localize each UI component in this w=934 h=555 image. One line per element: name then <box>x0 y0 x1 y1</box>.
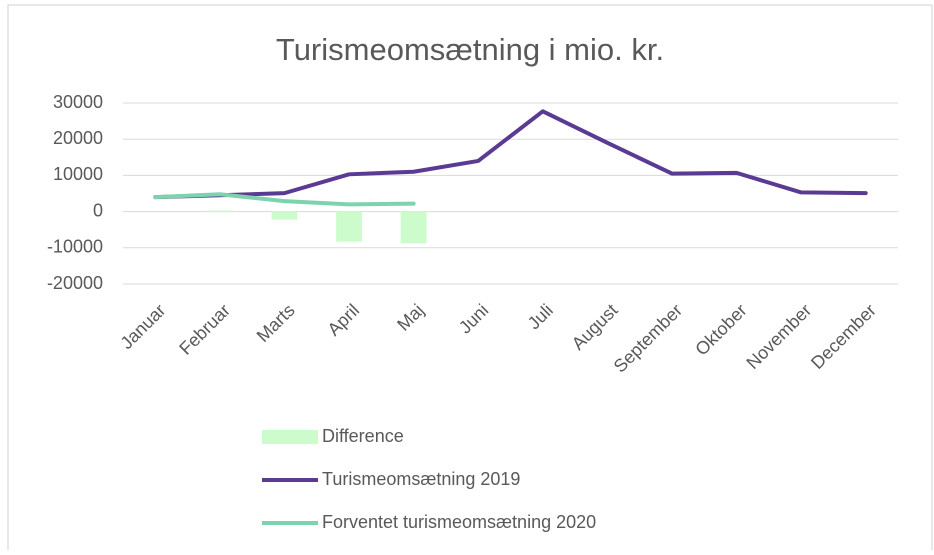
y-tick-label: -10000 <box>47 237 103 257</box>
y-tick-label: 20000 <box>53 128 103 148</box>
line <box>153 109 868 200</box>
legend-swatch <box>262 430 318 444</box>
legend-label: Turismeomsætning 2019 <box>322 469 520 489</box>
chart-title: Turismeomsætning i mio. kr. <box>276 32 664 67</box>
bar <box>336 211 362 242</box>
y-tick-label: 0 <box>93 200 103 220</box>
legend-label: Forventet turismeomsætning 2020 <box>322 512 596 532</box>
legend-label: Difference <box>322 426 404 446</box>
line <box>153 192 416 207</box>
bar <box>206 210 233 212</box>
y-tick-label: -20000 <box>47 273 103 293</box>
chart-frame <box>7 4 933 555</box>
bar <box>271 211 298 220</box>
y-tick-label: 30000 <box>53 92 103 112</box>
bar <box>400 211 427 244</box>
y-tick-label: 10000 <box>53 164 103 184</box>
